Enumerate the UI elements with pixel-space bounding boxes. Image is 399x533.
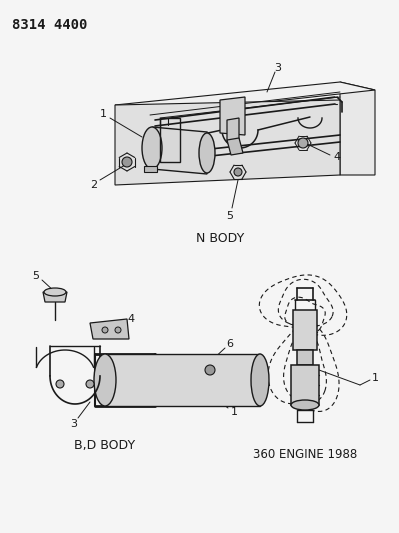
Ellipse shape [199,133,215,173]
Text: N BODY: N BODY [196,231,244,245]
Text: 1: 1 [371,373,379,383]
Polygon shape [43,292,67,302]
Circle shape [234,168,242,176]
Text: B,D BODY: B,D BODY [75,439,136,451]
Polygon shape [115,100,340,185]
Text: 4: 4 [334,152,341,162]
Text: 360 ENGINE 1988: 360 ENGINE 1988 [253,448,357,462]
Polygon shape [227,138,243,155]
Text: 8314 4400: 8314 4400 [12,18,87,32]
Circle shape [86,380,94,388]
Circle shape [102,327,108,333]
Polygon shape [220,97,245,135]
Polygon shape [105,354,260,406]
Circle shape [122,157,132,167]
Text: 5: 5 [32,271,40,281]
Polygon shape [297,350,313,365]
Polygon shape [293,310,317,350]
Text: 1: 1 [231,407,237,417]
Polygon shape [90,319,129,339]
Ellipse shape [44,288,66,296]
Ellipse shape [142,127,162,169]
Text: 5: 5 [227,211,233,221]
Text: 3: 3 [71,419,77,429]
Ellipse shape [94,354,116,406]
Text: 1: 1 [99,109,107,119]
Ellipse shape [291,400,319,410]
Polygon shape [115,82,375,115]
Polygon shape [340,82,375,175]
Ellipse shape [251,354,269,406]
Polygon shape [291,365,319,405]
Circle shape [205,365,215,375]
Text: 3: 3 [275,63,282,73]
Circle shape [56,380,64,388]
Text: 2: 2 [91,180,98,190]
Text: 6: 6 [227,339,233,349]
Polygon shape [152,127,207,174]
Circle shape [115,327,121,333]
Polygon shape [227,118,239,143]
Polygon shape [144,166,157,172]
Text: 4: 4 [127,314,134,324]
Circle shape [298,138,308,148]
